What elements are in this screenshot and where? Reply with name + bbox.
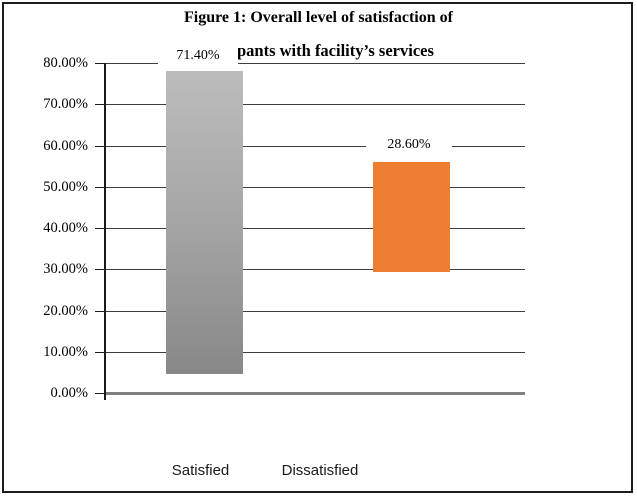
y-tick-label: 20.00% [43, 302, 88, 319]
gridline [105, 228, 525, 229]
y-axis-tick [95, 228, 105, 229]
x-axis-label-satisfied: Satisfied [171, 462, 230, 479]
gridline [105, 186, 525, 188]
y-tick-label: 30.00% [43, 261, 88, 278]
y-tick-label: 40.00% [43, 220, 88, 236]
data-label-satisfied: 71.40% [158, 47, 238, 65]
y-tick-label: 80.00% [43, 55, 88, 71]
gridline [105, 104, 525, 106]
y-tick-label: 70.00% [43, 96, 88, 113]
chart-title-line1: Figure 1: Overall level of satisfaction … [184, 9, 453, 26]
y-axis-tick [95, 310, 105, 312]
y-tick-label: 0.00% [50, 385, 88, 401]
y-tick-label: 60.00% [43, 137, 88, 154]
data-label-dissatisfied: 28.60% [366, 136, 452, 154]
figure-border [2, 2, 633, 493]
gridline [105, 351, 525, 353]
y-axis-tick [95, 145, 105, 147]
y-axis-tick [95, 393, 105, 394]
x-axis-label-dissatisfied: Dissatisfied [281, 462, 359, 479]
gridline [105, 310, 525, 312]
y-tick-label: 50.00% [43, 178, 88, 195]
y-axis-tick [95, 104, 105, 106]
gridline [105, 269, 525, 271]
y-axis-line [104, 63, 106, 400]
bar-satisfied [166, 70, 243, 375]
y-tick-label: 10.00% [43, 343, 88, 360]
gridline [105, 63, 525, 64]
chart-title-line2: pants with facility’s services [237, 41, 434, 60]
y-axis-tick [95, 63, 105, 64]
bar-dissatisfied [373, 162, 450, 273]
y-axis-tick [95, 351, 105, 353]
y-axis-tick [95, 269, 105, 271]
y-axis-tick [95, 186, 105, 188]
gridline [105, 145, 525, 147]
x-axis-line [105, 392, 525, 395]
